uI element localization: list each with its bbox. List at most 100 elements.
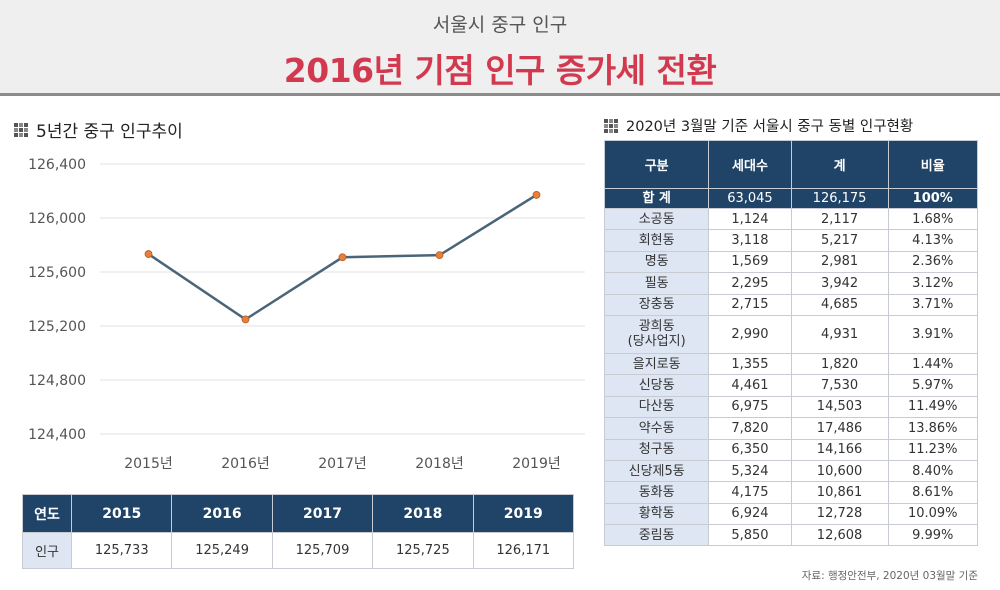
dong-population-cell: 12,728 — [790, 502, 889, 526]
grid-dots-icon — [14, 122, 28, 137]
dong-name-cell: 회현동 — [603, 229, 710, 252]
page-subtitle: 서울시 중구 인구 — [432, 14, 568, 36]
dong-population-cell: 17,486 — [790, 417, 889, 440]
dong-header-cell: 구분 — [603, 140, 710, 189]
dong-population-cell: 3,942 — [790, 272, 889, 295]
year-value-cell: 125,709 — [271, 532, 374, 569]
total-ratio: 100% — [887, 188, 978, 209]
year-table-header-row: 연도 2015 2016 2017 2018 2019 — [21, 494, 575, 533]
y-tick-label: 126,000 — [28, 211, 86, 227]
dong-population-cell: 4,685 — [790, 293, 889, 316]
total-population: 126,175 — [790, 188, 889, 209]
dong-households-cell: 4,461 — [708, 374, 792, 397]
dong-households-cell: 2,295 — [708, 272, 792, 295]
data-point — [532, 191, 541, 199]
page-title: 2016년 기점 인구 증가세 전환 — [283, 51, 717, 90]
dong-households-cell: 6,924 — [708, 502, 792, 526]
x-tick-label: 2015년 — [124, 456, 173, 472]
dong-table-row: 필동 2,295 3,942 3.12% — [603, 272, 978, 295]
dong-table-row: 청구동 6,350 14,166 11.23% — [603, 438, 978, 461]
year-table-value-row: 인구 125,733 125,249 125,709 125,725 126,171 — [21, 532, 575, 569]
dong-households-cell: 5,850 — [708, 524, 792, 547]
dong-households-cell: 7,820 — [708, 417, 792, 440]
year-value-cell: 125,733 — [71, 532, 173, 569]
dong-ratio-cell: 1.68% — [887, 207, 978, 231]
header-banner: 서울시 중구 인구 2016년 기점 인구 증가세 전환 — [0, 0, 1000, 96]
dong-table-row: 다산동 6,975 14,503 11.49% — [603, 395, 978, 419]
dong-table-row: 황학동 6,924 12,728 10.09% — [603, 502, 978, 526]
table-section-title-text: 2020년 3월말 기준 서울시 중구 동별 인구현황 — [626, 119, 914, 135]
year-population-table: 연도 2015 2016 2017 2018 2019 인구 125,733 125,24… — [21, 494, 575, 569]
x-tick-label: 2018년 — [415, 456, 464, 472]
dong-population-cell: 10,600 — [790, 459, 889, 483]
dong-name-cell: 을지로동 — [603, 352, 710, 376]
dong-ratio-cell: 11.23% — [887, 438, 978, 461]
y-tick-label: 124,400 — [28, 427, 86, 443]
dong-households-cell: 3,118 — [708, 229, 792, 252]
population-line-chart: 126,400 126,000 125,600 125,200 124,800 124,4… — [28, 157, 585, 472]
x-tick-label: 2016년 — [221, 456, 270, 472]
dong-population-cell: 7,530 — [790, 374, 889, 397]
dong-ratio-cell: 1.44% — [887, 352, 978, 376]
dong-table-row: 동화동 4,175 10,861 8.61% — [603, 481, 978, 504]
dong-ratio-cell: 11.49% — [887, 395, 978, 419]
dong-households-cell: 1,124 — [708, 207, 792, 231]
y-tick-label: 125,600 — [28, 265, 86, 281]
dong-population-cell: 10,861 — [790, 481, 889, 504]
dong-table-row: 광희동 (당사업지) 2,990 4,931 3.91% — [603, 314, 978, 354]
dong-header-cell: 비율 — [887, 140, 978, 189]
dong-population-cell: 2,117 — [790, 207, 889, 231]
dong-table-row: 약수동 7,820 17,486 13.86% — [603, 417, 978, 440]
dong-table-row: 장충동 2,715 4,685 3.71% — [603, 293, 978, 316]
dong-ratio-cell: 5.97% — [887, 374, 978, 397]
dong-population-cell: 1,820 — [790, 352, 889, 376]
dong-households-cell: 6,975 — [708, 395, 792, 419]
x-tick-label: 2017년 — [318, 456, 367, 472]
dong-ratio-cell: 8.61% — [887, 481, 978, 504]
dong-name-cell: 중림동 — [603, 524, 710, 547]
year-header-cell: 2019 — [472, 494, 575, 533]
year-header-cell: 2015 — [71, 494, 173, 533]
dong-name-cell: 필동 — [603, 272, 710, 295]
dong-households-cell: 6,350 — [708, 438, 792, 461]
dong-header-cell: 계 — [790, 140, 889, 189]
table-section-title: 2020년 3월말 기준 서울시 중구 동별 인구현황 — [604, 115, 913, 136]
dong-name-cell: 황학동 — [603, 502, 710, 526]
dong-name-cell: 소공동 — [603, 207, 710, 231]
year-value-cell: 125,725 — [372, 532, 474, 569]
source-note: 자료: 행정안전부, 2020년 03월말 기준 — [801, 570, 978, 582]
total-households: 63,045 — [708, 188, 792, 209]
dong-ratio-cell: 13.86% — [887, 417, 978, 440]
y-tick-label: 125,200 — [28, 319, 86, 335]
dong-name-cell: 광희동 (당사업지) — [603, 314, 710, 354]
dong-table-row: 회현동 3,118 5,217 4.13% — [603, 229, 978, 252]
dong-name-cell: 동화동 — [603, 481, 710, 504]
dong-ratio-cell: 8.40% — [887, 459, 978, 483]
grid-dots-icon — [604, 118, 618, 133]
dong-population-cell: 4,931 — [790, 314, 889, 354]
dong-table-row: 소공동 1,124 2,117 1.68% — [603, 207, 978, 231]
total-label: 합 계 — [603, 188, 710, 209]
dong-table-row: 을지로동 1,355 1,820 1.44% — [603, 352, 978, 376]
dong-table-body: 합 계 63,045 126,175 100% 소공동 1,124 2,117 1.6… — [603, 188, 978, 547]
dong-table-row: 신당동 4,461 7,530 5.97% — [603, 374, 978, 397]
dong-households-cell: 5,324 — [708, 459, 792, 483]
data-point — [144, 250, 153, 258]
dong-households-cell: 1,355 — [708, 352, 792, 376]
data-point — [435, 251, 444, 260]
dong-population-cell: 14,503 — [790, 395, 889, 419]
dong-households-cell: 4,175 — [708, 481, 792, 504]
dong-table-header-row: 구분 세대수 계 비율 — [603, 140, 978, 189]
x-tick-label: 2019년 — [512, 456, 561, 472]
dong-ratio-cell: 9.99% — [887, 524, 978, 547]
y-tick-label: 124,800 — [28, 373, 86, 389]
dong-population-cell: 2,981 — [790, 250, 889, 274]
dong-ratio-cell: 2.36% — [887, 250, 978, 274]
dong-table-row: 신당제5동 5,324 10,600 8.40% — [603, 459, 978, 483]
dong-households-cell: 1,569 — [708, 250, 792, 274]
dong-population-cell: 5,217 — [790, 229, 889, 252]
chart-section-title-text: 5년간 중구 인구추이 — [36, 122, 183, 142]
dong-population-table: 구분 세대수 계 비율 합 계 63,045 126,175 100% 소공동 1,12… — [603, 140, 978, 547]
dong-population-cell: 12,608 — [790, 524, 889, 547]
year-table-header-label: 연도 — [21, 494, 73, 533]
